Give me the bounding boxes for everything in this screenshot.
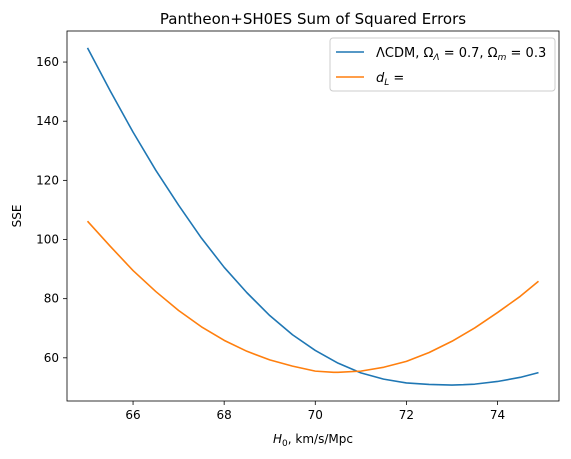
y-tick-label: 140 [36,114,59,128]
x-axis: 66 68 70 72 74 [125,401,505,422]
y-axis: 60 80 100 120 140 160 [36,55,67,365]
chart-title: Pantheon+SH0ES Sum of Squared Errors [160,10,466,28]
x-tick-label: 68 [217,408,232,422]
legend-label-dl: dL = [376,71,404,88]
x-tick-label: 66 [125,408,140,422]
series-layer [86,47,540,386]
y-tick-label: 100 [36,233,59,247]
y-tick-label: 120 [36,173,59,187]
series-line-dl [86,220,540,374]
plot-frame [66,30,560,402]
legend-frame [329,37,556,92]
legend: ΛCDM, ΩΛ = 0.7, Ωm = 0.3 dL = [329,37,556,92]
y-tick-label: 160 [36,55,59,69]
x-tick-label: 70 [308,408,323,422]
legend-label-lcdm: ΛCDM, ΩΛ = 0.7, Ωm = 0.3 [376,46,546,63]
y-tick-label: 80 [44,292,59,306]
x-axis-label: H0, km/s/Mpc [273,432,353,449]
x-tick-label: 72 [399,408,414,422]
y-tick-label: 60 [44,351,59,365]
y-axis-label: SSE [10,205,24,228]
series-line-lcdm [86,47,539,386]
x-tick-label: 74 [490,408,505,422]
